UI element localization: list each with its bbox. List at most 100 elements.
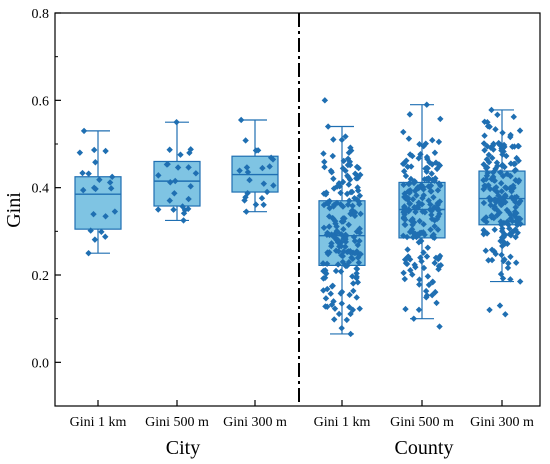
data-point <box>431 234 438 242</box>
data-point <box>431 149 439 156</box>
data-point <box>490 140 497 148</box>
data-point <box>516 215 524 223</box>
data-point <box>328 283 336 290</box>
data-point <box>356 237 363 245</box>
data-point <box>435 255 442 263</box>
data-point <box>488 256 496 264</box>
data-point <box>320 224 328 231</box>
data-point <box>499 275 507 282</box>
data-point <box>402 305 409 313</box>
data-point <box>236 167 243 174</box>
data-point <box>329 152 336 160</box>
data-point <box>258 194 266 202</box>
data-point <box>98 228 105 236</box>
data-point <box>155 172 162 179</box>
data-point <box>504 218 511 225</box>
data-point <box>499 238 507 245</box>
data-point <box>355 259 363 266</box>
data-point <box>415 199 423 206</box>
data-point <box>491 226 498 233</box>
data-point <box>356 305 363 312</box>
data-point <box>330 298 337 305</box>
data-point <box>351 209 359 216</box>
data-point <box>486 123 493 130</box>
y-tick-label: 0.6 <box>32 94 50 109</box>
data-point <box>351 237 359 245</box>
data-point <box>512 259 520 266</box>
data-point <box>400 128 407 136</box>
data-point <box>326 223 333 230</box>
data-point <box>507 276 514 283</box>
data-point <box>252 201 260 208</box>
data-point <box>504 264 512 272</box>
data-point <box>420 192 427 199</box>
data-point <box>435 180 443 187</box>
data-point <box>321 97 329 104</box>
data-point <box>497 195 505 202</box>
data-point <box>192 170 200 177</box>
data-point <box>342 133 349 140</box>
data-point <box>480 140 488 147</box>
data-point <box>422 287 430 295</box>
data-point <box>326 249 333 256</box>
data-point <box>491 196 498 203</box>
data-point <box>244 168 252 176</box>
data-point <box>170 206 177 213</box>
data-point <box>405 180 413 188</box>
data-point <box>497 169 504 176</box>
data-point <box>430 194 437 201</box>
data-point <box>337 189 344 197</box>
data-point <box>357 210 364 218</box>
data-point <box>339 178 347 186</box>
data-point <box>431 259 438 267</box>
data-point <box>337 290 344 297</box>
box-series-2 <box>153 118 201 224</box>
data-point <box>480 161 487 168</box>
data-point <box>422 165 429 172</box>
data-point <box>428 215 436 223</box>
data-point <box>347 144 354 151</box>
data-point <box>244 189 251 197</box>
data-point <box>416 281 423 288</box>
data-point <box>483 218 490 226</box>
data-point <box>481 147 488 154</box>
data-point <box>185 195 192 203</box>
data-point <box>102 233 109 240</box>
data-point <box>401 160 408 167</box>
data-point <box>172 177 179 185</box>
data-point <box>323 200 331 207</box>
data-point <box>498 227 506 235</box>
data-point <box>243 208 250 215</box>
data-point <box>420 221 427 228</box>
data-point <box>512 177 519 184</box>
data-point <box>433 215 441 223</box>
data-point <box>404 196 411 203</box>
data-point <box>330 175 337 182</box>
data-point <box>405 188 412 195</box>
data-point <box>500 257 507 265</box>
data-point <box>331 305 339 312</box>
data-point <box>344 172 351 179</box>
data-point <box>85 170 92 177</box>
data-point <box>347 147 355 154</box>
data-point <box>434 226 442 233</box>
data-point <box>350 280 357 287</box>
data-point <box>332 267 340 275</box>
data-point <box>353 175 360 182</box>
data-point <box>409 196 417 203</box>
group-label-county: County <box>395 437 454 459</box>
data-point <box>338 300 346 307</box>
data-point <box>354 187 362 194</box>
data-point <box>421 176 428 183</box>
data-point <box>507 215 515 222</box>
data-point <box>347 330 354 338</box>
data-point <box>400 181 407 188</box>
data-point <box>342 262 350 270</box>
data-point <box>91 236 99 243</box>
data-point <box>492 250 499 258</box>
data-point <box>434 187 442 194</box>
data-point <box>483 156 491 163</box>
data-point <box>331 217 339 225</box>
data-point <box>409 152 416 160</box>
data-point <box>102 147 109 155</box>
